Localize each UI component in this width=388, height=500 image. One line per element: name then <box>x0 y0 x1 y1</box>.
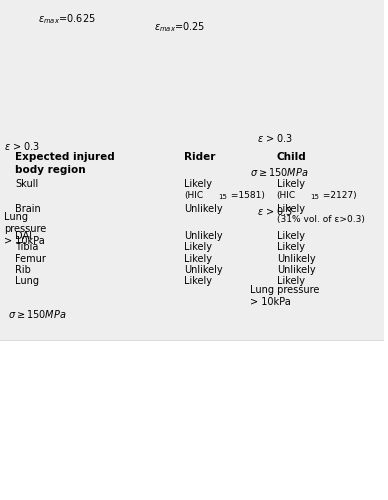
Text: Unlikely: Unlikely <box>184 265 223 275</box>
Text: $\sigma$$\geq$$\it{150MPa}$: $\sigma$$\geq$$\it{150MPa}$ <box>250 166 308 178</box>
Text: Likely: Likely <box>277 276 305 286</box>
Text: 15: 15 <box>310 194 319 200</box>
Text: Tibia: Tibia <box>16 242 39 252</box>
Text: Rib: Rib <box>16 265 31 275</box>
Text: Likely: Likely <box>277 204 305 214</box>
Text: Likely: Likely <box>184 242 213 252</box>
Text: DAI: DAI <box>16 231 32 241</box>
Text: Skull: Skull <box>16 179 39 189</box>
Text: Unlikely: Unlikely <box>184 204 223 214</box>
Text: Unlikely: Unlikely <box>277 265 315 275</box>
Text: $\varepsilon$ > 0.3: $\varepsilon$ > 0.3 <box>258 132 294 144</box>
Text: Rider: Rider <box>184 152 216 162</box>
Text: $\varepsilon_{max}$=0.625: $\varepsilon_{max}$=0.625 <box>38 12 96 26</box>
Text: Likely: Likely <box>184 179 213 189</box>
Text: =2127): =2127) <box>320 191 357 200</box>
Text: Unlikely: Unlikely <box>277 254 315 264</box>
FancyBboxPatch shape <box>0 0 385 340</box>
Text: $\sigma$$\geq$$\it{150MPa}$: $\sigma$$\geq$$\it{150MPa}$ <box>8 308 66 320</box>
Text: $\varepsilon$ > 0.3: $\varepsilon$ > 0.3 <box>4 140 40 152</box>
Text: 15: 15 <box>218 194 227 200</box>
Text: Likely: Likely <box>184 276 213 286</box>
Text: Brain: Brain <box>16 204 41 214</box>
Text: (HIC: (HIC <box>184 191 204 200</box>
Text: Femur: Femur <box>16 254 46 264</box>
Text: Expected injured
body region: Expected injured body region <box>16 152 115 175</box>
Text: (31% vol. of ε>0.3): (31% vol. of ε>0.3) <box>277 215 365 224</box>
Text: Likely: Likely <box>277 231 305 241</box>
Text: Likely: Likely <box>277 242 305 252</box>
Text: Likely: Likely <box>277 179 305 189</box>
Text: $\varepsilon_{max}$=0.25: $\varepsilon_{max}$=0.25 <box>154 20 205 34</box>
Text: Lung: Lung <box>16 276 39 286</box>
Text: Lung pressure
> 10kPa: Lung pressure > 10kPa <box>250 285 319 306</box>
Text: Child: Child <box>277 152 307 162</box>
Text: =1581): =1581) <box>227 191 264 200</box>
Text: Likely: Likely <box>184 254 213 264</box>
Text: (HIC: (HIC <box>277 191 296 200</box>
Text: Unlikely: Unlikely <box>184 231 223 241</box>
Text: $\varepsilon$ > 0.3: $\varepsilon$ > 0.3 <box>258 205 294 217</box>
Text: Lung
pressure
> 10kPa: Lung pressure > 10kPa <box>4 212 46 246</box>
